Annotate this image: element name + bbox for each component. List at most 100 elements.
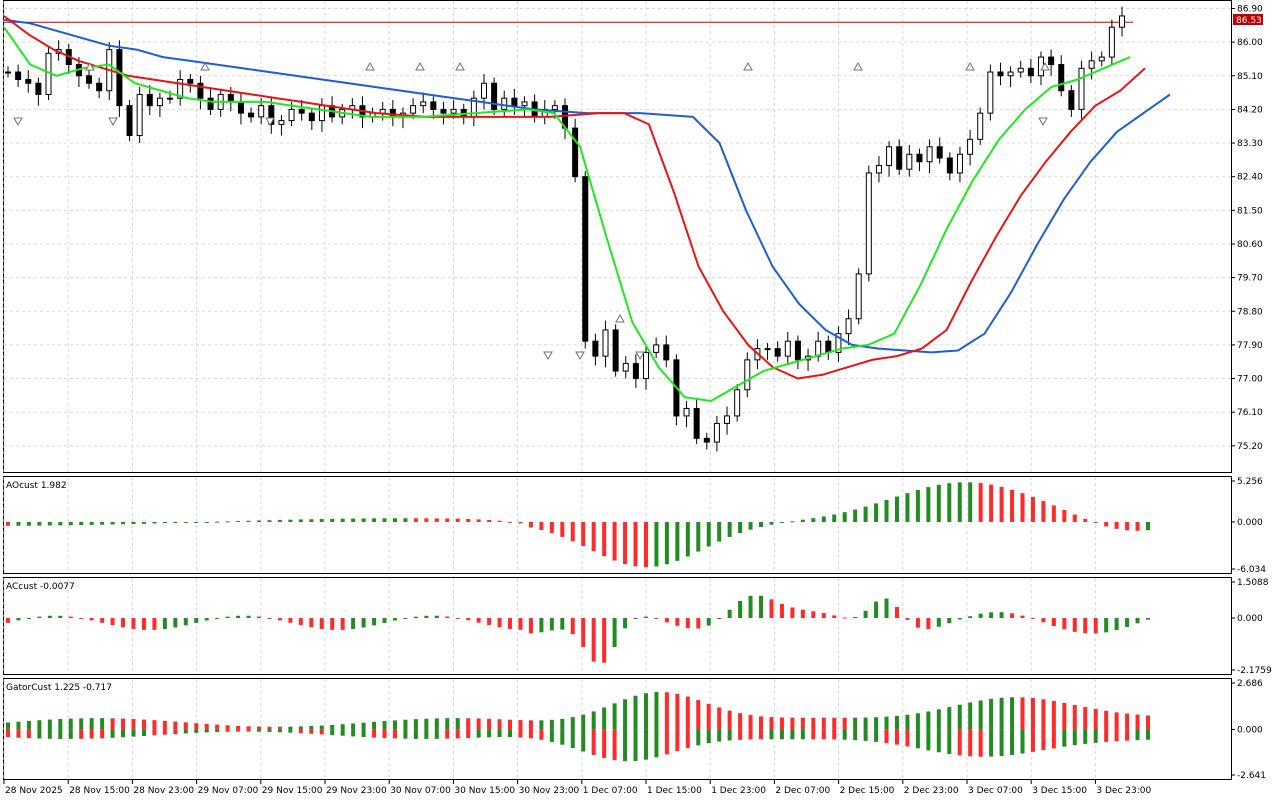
- ao_pane-histogram-bar: [361, 518, 366, 522]
- ac_pane-histogram-bar: [570, 618, 575, 635]
- ac_pane-histogram-bar: [277, 618, 282, 621]
- gator_pane-histogram-bar-lower: [549, 729, 554, 742]
- ac_pane-histogram-bar: [445, 616, 450, 619]
- ac_pane-histogram-bar: [623, 618, 628, 629]
- gator_pane-histogram-bar-lower: [800, 729, 805, 740]
- ac_pane-histogram-bar: [68, 616, 73, 619]
- candle-up: [136, 93, 143, 137]
- time-tick-label: 30 Nov 15:00: [454, 786, 515, 796]
- gator_pane-histogram-bar-lower: [999, 729, 1004, 757]
- ao_pane-histogram-bar: [403, 518, 408, 522]
- ao_pane-histogram-bar: [152, 521, 157, 524]
- ac_pane-histogram-bar: [654, 618, 659, 620]
- gator_pane-histogram-bar: [968, 702, 973, 730]
- price-tick-label: 75.20: [1237, 442, 1263, 452]
- candle-up: [602, 329, 609, 357]
- ac_pane-histogram-bar: [539, 618, 544, 633]
- gator_pane-histogram-bar: [351, 723, 356, 730]
- candle-down: [1048, 56, 1055, 66]
- ac_pane-histogram-bar: [717, 618, 722, 620]
- gator_pane-histogram-bar-lower: [413, 729, 418, 739]
- gator_pane-histogram-bar-lower: [445, 729, 450, 739]
- gator_pane-histogram-bar: [309, 726, 314, 730]
- ao_pane-histogram-bar: [926, 487, 931, 522]
- ao_pane-histogram-bar: [6, 521, 10, 526]
- candle-down: [25, 79, 32, 84]
- gator_pane-histogram-bar-lower: [623, 729, 628, 762]
- ao_pane-histogram-bar: [288, 519, 293, 522]
- gator_pane-histogram-bar: [1072, 705, 1077, 730]
- gator_pane-histogram-bar-lower: [288, 729, 293, 733]
- time-tick-label: 2 Dec 07:00: [775, 786, 830, 796]
- ac_pane-histogram-bar: [894, 607, 899, 619]
- ao_pane-histogram-bar: [978, 483, 983, 522]
- candle-down: [15, 71, 22, 81]
- gator_pane-histogram-bar-lower: [759, 729, 764, 740]
- gator_pane-histogram-bar-lower: [706, 729, 711, 744]
- fractal-arrow: [13, 117, 23, 127]
- gator_pane-histogram-bar: [581, 714, 586, 730]
- alligator-line-lips: [3, 26, 1131, 403]
- ao_pane-histogram-bar: [842, 512, 847, 522]
- gator_pane-histogram-bar: [602, 707, 607, 730]
- ao_pane-histogram-bar: [759, 521, 764, 527]
- gator_pane-histogram-bar-lower: [769, 729, 774, 740]
- candle-down: [308, 112, 315, 122]
- candle-up: [764, 348, 771, 351]
- ao_pane-histogram-bar: [79, 521, 84, 526]
- gator_pane-histogram-bar: [476, 718, 481, 730]
- ac_pane-histogram-bar: [738, 600, 743, 619]
- price-tick-label: 80.60: [1237, 240, 1263, 250]
- ao_pane-histogram-bar: [1083, 518, 1088, 522]
- ao_pane-histogram-bar: [1093, 521, 1098, 523]
- gator_pane-histogram-bar: [236, 725, 241, 730]
- gator_pane-histogram-bar-lower: [968, 729, 973, 757]
- gator_pane-histogram-bar: [141, 719, 146, 730]
- ao_pane-histogram-bar: [246, 520, 251, 522]
- ac_pane-histogram-bar: [183, 618, 188, 626]
- candle-down: [693, 407, 700, 439]
- ao_pane-histogram-bar: [1114, 521, 1119, 529]
- fractal-arrow: [108, 117, 118, 127]
- gator_pane-histogram-bar-lower: [1051, 729, 1056, 749]
- candle-down: [86, 75, 93, 84]
- gator_pane-histogram-bar: [68, 718, 73, 730]
- candle-up: [521, 101, 528, 107]
- gator_pane-histogram-bar: [194, 723, 199, 730]
- candle-down: [227, 93, 234, 103]
- ac_pane-histogram-bar: [999, 612, 1004, 619]
- gator_pane-histogram-bar-lower: [1041, 729, 1046, 751]
- gator_pane-histogram-bar-lower: [633, 729, 638, 762]
- candle-up: [318, 105, 325, 122]
- ac_pane-histogram-bar: [884, 598, 889, 619]
- ac_pane-histogram-bar: [37, 616, 42, 619]
- ao_pane-histogram-bar: [131, 521, 136, 525]
- ac_pane-histogram-bar: [1051, 618, 1056, 627]
- gator_pane-histogram-bar: [999, 697, 1004, 730]
- gator_pane-histogram-bar: [79, 718, 84, 730]
- gator_pane-histogram-bar-lower: [738, 729, 743, 740]
- candle-up: [683, 407, 690, 417]
- gator_pane-histogram-bar: [1114, 712, 1119, 730]
- ac_pane-histogram-bar: [926, 618, 931, 630]
- ao_pane-histogram-bar: [539, 521, 544, 530]
- gator_pane-histogram-bar: [225, 725, 230, 730]
- gator_pane-histogram-bar-lower: [842, 729, 847, 740]
- ao_pane-histogram-bar: [319, 519, 324, 522]
- gator_pane-histogram-bar: [372, 721, 377, 730]
- ao_pane-histogram-bar: [1020, 493, 1025, 522]
- gator_pane-histogram-bar: [926, 711, 931, 730]
- price-pane-frame: [3, 0, 1232, 473]
- ac_pane-histogram-bar: [591, 618, 596, 662]
- time-tick-label: 3 Dec 15:00: [1032, 786, 1087, 796]
- ac_pane-histogram-bar: [581, 618, 586, 648]
- ao_pane-histogram-bar: [706, 521, 711, 547]
- gator_pane-histogram-bar-lower: [309, 729, 314, 734]
- ac_pane-histogram-bar: [194, 618, 199, 623]
- gator_pane-histogram-bar-lower: [1083, 729, 1088, 744]
- gator_pane-histogram-bar-lower: [989, 729, 994, 757]
- gator_pane-histogram-bar-lower: [915, 729, 920, 749]
- ac_pane-histogram-bar: [508, 618, 513, 629]
- gator_pane-histogram-bar-lower: [518, 729, 523, 738]
- gator_pane-histogram-bar-lower: [717, 729, 722, 742]
